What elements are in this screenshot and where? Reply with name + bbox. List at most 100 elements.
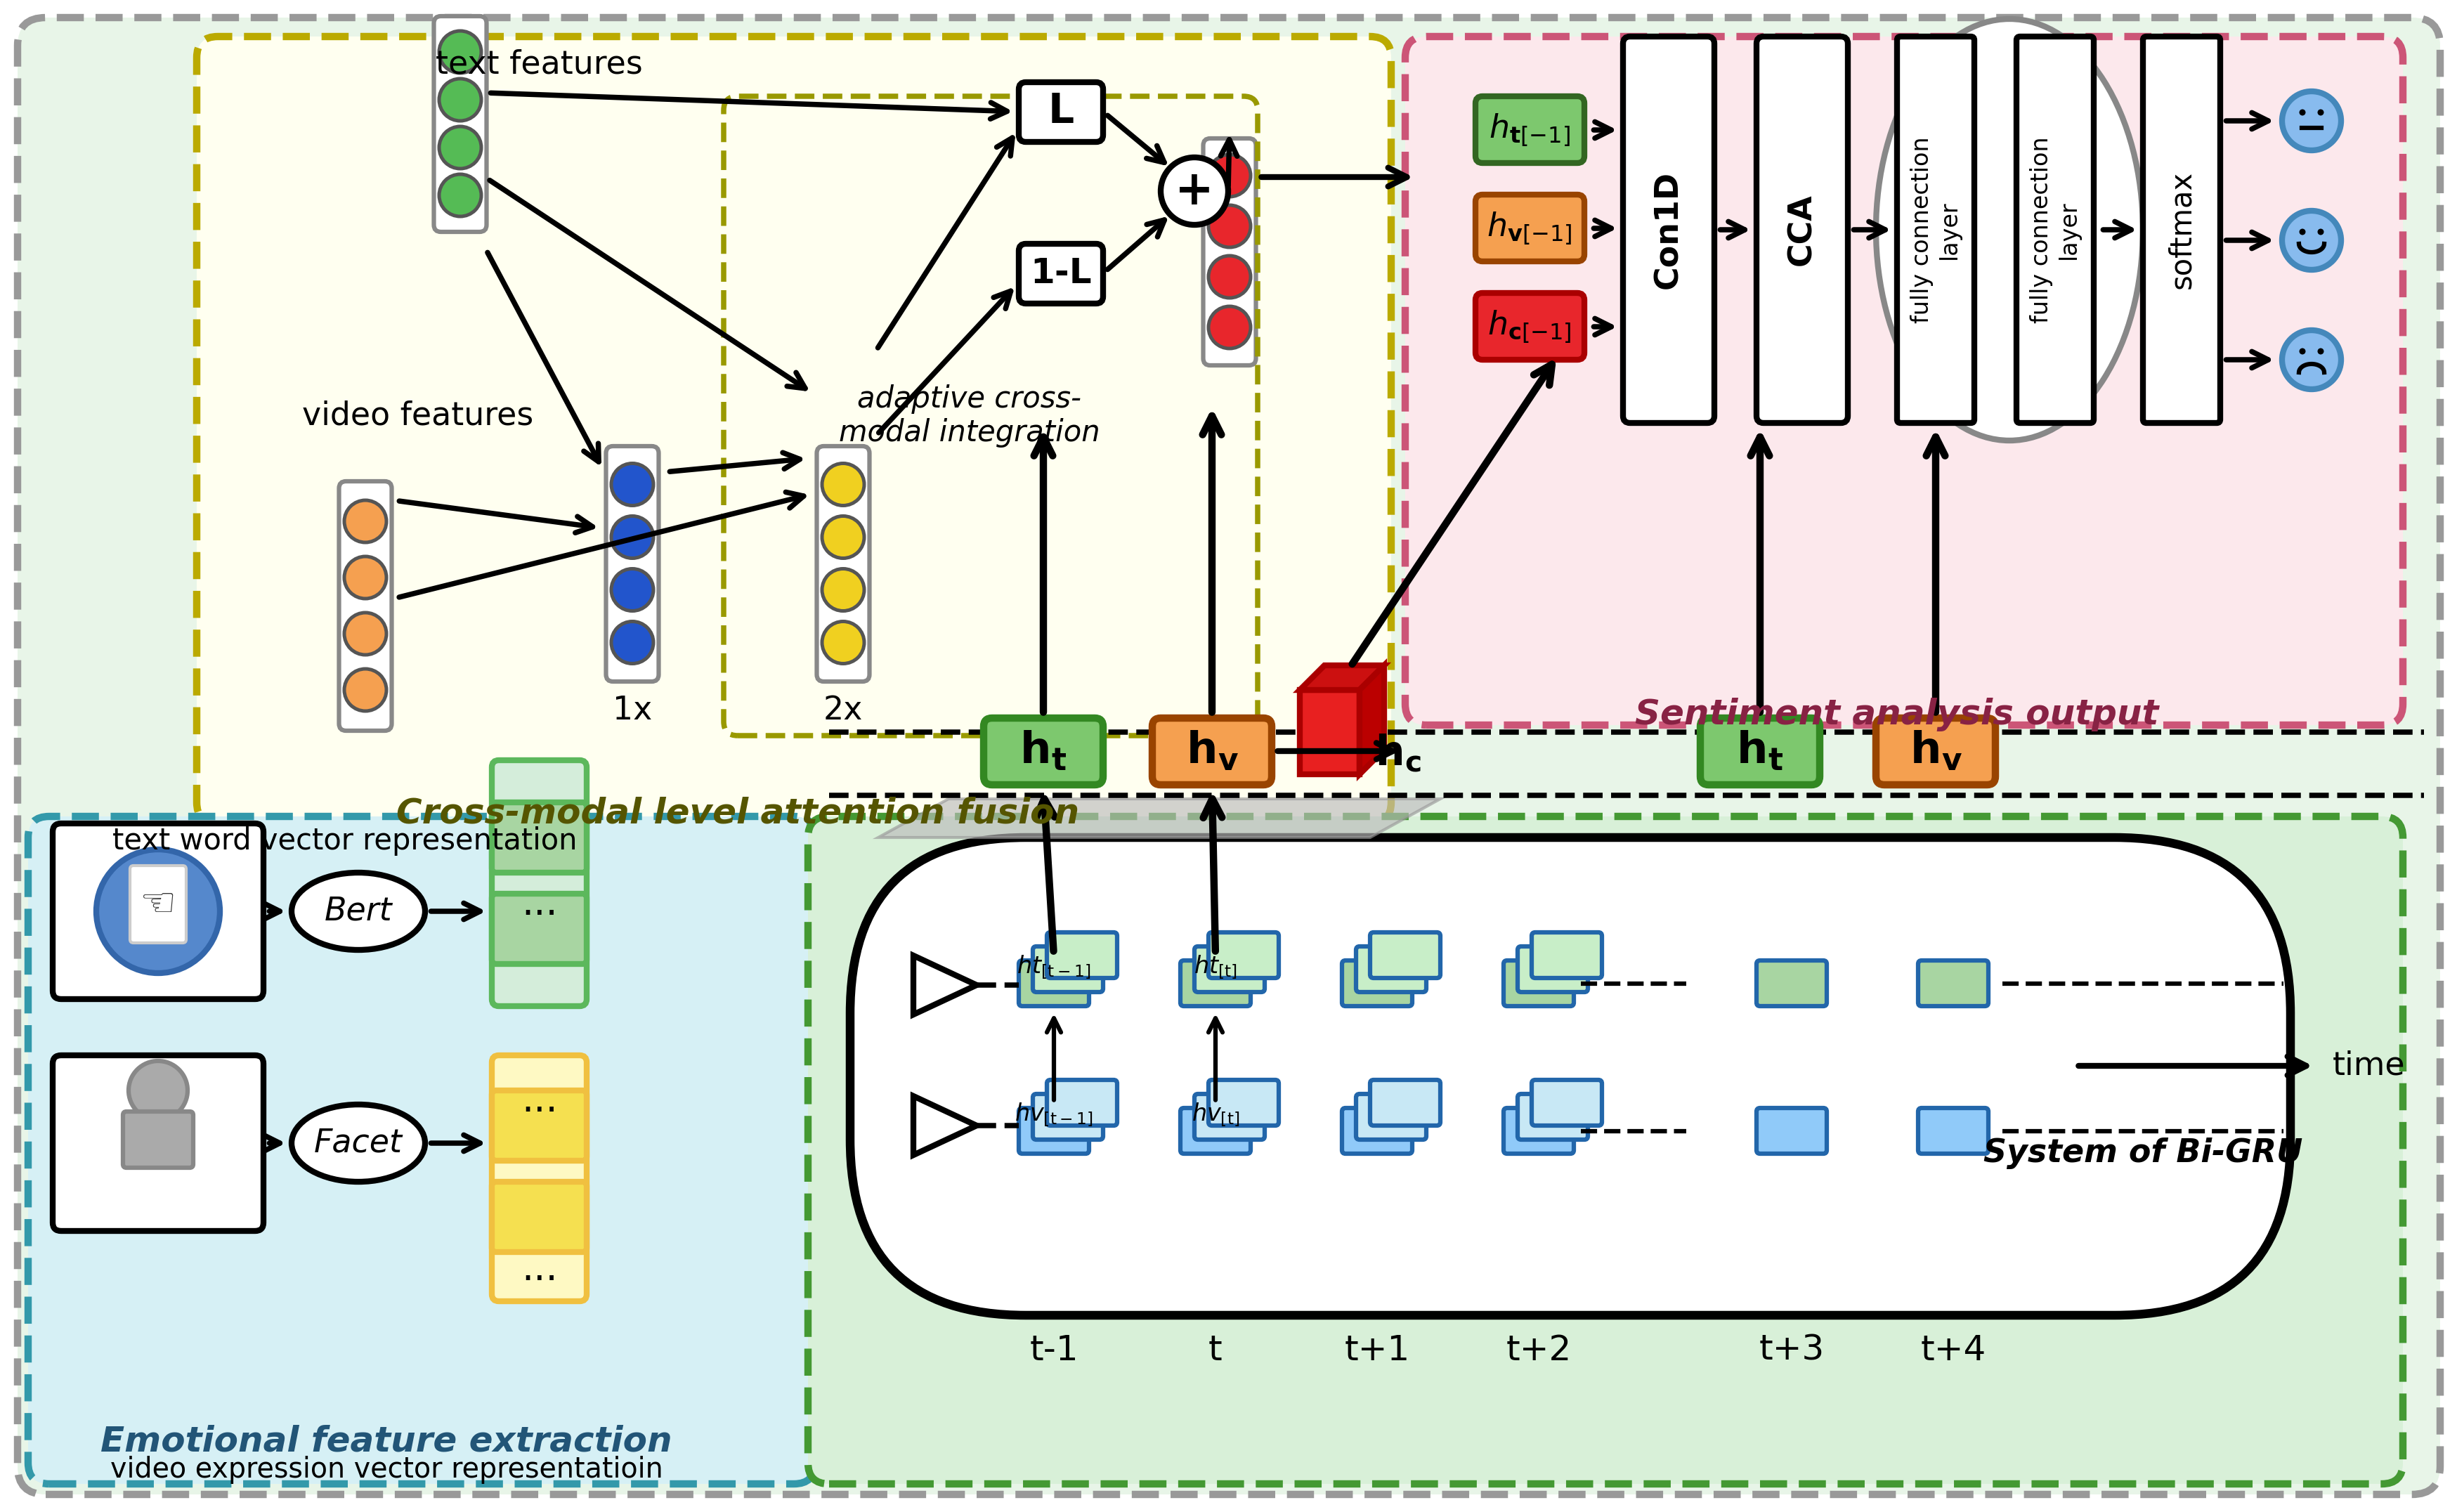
Circle shape bbox=[1209, 154, 1251, 197]
Circle shape bbox=[821, 463, 865, 505]
Text: ☜: ☜ bbox=[140, 885, 177, 924]
FancyBboxPatch shape bbox=[1194, 1095, 1265, 1140]
FancyBboxPatch shape bbox=[607, 446, 658, 682]
FancyBboxPatch shape bbox=[1020, 1108, 1088, 1154]
Text: text features: text features bbox=[435, 48, 644, 80]
Text: +: + bbox=[1174, 168, 1214, 215]
Text: ···: ··· bbox=[521, 897, 558, 933]
Circle shape bbox=[2300, 228, 2305, 234]
FancyBboxPatch shape bbox=[52, 1055, 263, 1231]
FancyBboxPatch shape bbox=[1504, 1108, 1572, 1154]
Text: $\mathbf{h_t}$: $\mathbf{h_t}$ bbox=[1737, 730, 1784, 773]
Circle shape bbox=[612, 463, 654, 505]
Text: t+3: t+3 bbox=[1759, 1334, 1823, 1367]
Circle shape bbox=[1209, 307, 1251, 348]
FancyBboxPatch shape bbox=[1032, 1095, 1103, 1140]
Text: Emotional feature extraction: Emotional feature extraction bbox=[101, 1424, 673, 1459]
Circle shape bbox=[344, 668, 386, 711]
FancyBboxPatch shape bbox=[491, 761, 587, 1005]
FancyBboxPatch shape bbox=[2015, 36, 2093, 423]
Text: t+2: t+2 bbox=[1506, 1334, 1570, 1367]
Circle shape bbox=[612, 516, 654, 558]
Text: ···: ··· bbox=[521, 1263, 558, 1299]
FancyBboxPatch shape bbox=[1405, 36, 2403, 726]
FancyBboxPatch shape bbox=[1875, 718, 1995, 785]
Text: Cross-modal level attention fusion: Cross-modal level attention fusion bbox=[396, 795, 1079, 830]
Text: $ht_{[\mathrm{t-1}]}$: $ht_{[\mathrm{t-1}]}$ bbox=[1017, 954, 1091, 981]
Circle shape bbox=[440, 79, 482, 121]
FancyBboxPatch shape bbox=[1020, 243, 1103, 304]
Text: CCA: CCA bbox=[1786, 194, 1818, 266]
Text: 1x: 1x bbox=[612, 696, 651, 727]
FancyBboxPatch shape bbox=[816, 446, 870, 682]
FancyBboxPatch shape bbox=[1047, 1080, 1118, 1125]
Circle shape bbox=[344, 500, 386, 543]
Text: fully connection
layer: fully connection layer bbox=[1909, 136, 1961, 324]
Circle shape bbox=[2283, 330, 2342, 389]
Text: 1-L: 1-L bbox=[1029, 257, 1091, 290]
Circle shape bbox=[2300, 348, 2305, 354]
FancyBboxPatch shape bbox=[1516, 1095, 1587, 1140]
FancyBboxPatch shape bbox=[983, 718, 1103, 785]
Text: ···: ··· bbox=[521, 1093, 558, 1129]
Text: Bert: Bert bbox=[324, 895, 393, 927]
FancyBboxPatch shape bbox=[1757, 1108, 1826, 1154]
Text: Sentiment analysis output: Sentiment analysis output bbox=[1634, 697, 2157, 732]
Circle shape bbox=[821, 621, 865, 664]
FancyBboxPatch shape bbox=[17, 18, 2440, 1494]
Circle shape bbox=[2317, 348, 2324, 354]
Text: 2x: 2x bbox=[823, 696, 862, 727]
Text: $\mathbf{h_c}$: $\mathbf{h_c}$ bbox=[1376, 732, 1420, 774]
Text: $\mathbf{h_v}$: $\mathbf{h_v}$ bbox=[1184, 730, 1238, 773]
FancyBboxPatch shape bbox=[1209, 1080, 1278, 1125]
Text: $hv_{[\mathrm{t-1}]}$: $hv_{[\mathrm{t-1}]}$ bbox=[1015, 1102, 1093, 1128]
Text: softmax: softmax bbox=[2167, 171, 2197, 289]
FancyBboxPatch shape bbox=[1916, 1108, 1988, 1154]
Polygon shape bbox=[914, 1096, 975, 1155]
Circle shape bbox=[2317, 109, 2324, 115]
Text: text word vector representation: text word vector representation bbox=[113, 826, 577, 856]
FancyBboxPatch shape bbox=[1531, 1080, 1602, 1125]
FancyBboxPatch shape bbox=[1356, 1095, 1425, 1140]
Circle shape bbox=[2283, 210, 2342, 269]
Ellipse shape bbox=[292, 872, 425, 950]
Text: $h_{\mathbf{t}[-1]}$: $h_{\mathbf{t}[-1]}$ bbox=[1489, 112, 1570, 148]
Text: $\mathbf{h_v}$: $\mathbf{h_v}$ bbox=[1909, 730, 1961, 773]
Text: $ht_{[\mathrm{t}]}$: $ht_{[\mathrm{t}]}$ bbox=[1194, 954, 1236, 981]
FancyBboxPatch shape bbox=[1179, 960, 1251, 1005]
Circle shape bbox=[612, 569, 654, 611]
FancyBboxPatch shape bbox=[130, 865, 187, 943]
Circle shape bbox=[440, 127, 482, 169]
FancyBboxPatch shape bbox=[1474, 97, 1585, 163]
Circle shape bbox=[612, 621, 654, 664]
FancyBboxPatch shape bbox=[1020, 960, 1088, 1005]
FancyBboxPatch shape bbox=[1369, 933, 1440, 978]
FancyBboxPatch shape bbox=[1342, 1108, 1413, 1154]
FancyBboxPatch shape bbox=[52, 824, 263, 999]
Text: $\mathbf{h_t}$: $\mathbf{h_t}$ bbox=[1020, 730, 1066, 773]
Polygon shape bbox=[877, 798, 1440, 838]
FancyBboxPatch shape bbox=[491, 1182, 587, 1252]
FancyBboxPatch shape bbox=[2143, 36, 2219, 423]
FancyBboxPatch shape bbox=[1032, 947, 1103, 992]
FancyBboxPatch shape bbox=[1356, 947, 1425, 992]
Text: t+1: t+1 bbox=[1344, 1334, 1410, 1367]
FancyBboxPatch shape bbox=[1194, 947, 1265, 992]
Text: video features: video features bbox=[302, 401, 533, 432]
Text: Con1D: Con1D bbox=[1654, 171, 1683, 289]
FancyBboxPatch shape bbox=[1209, 933, 1278, 978]
Circle shape bbox=[96, 850, 219, 974]
FancyBboxPatch shape bbox=[1757, 36, 1848, 423]
Circle shape bbox=[440, 30, 482, 73]
Text: $hv_{[\mathrm{t}]}$: $hv_{[\mathrm{t}]}$ bbox=[1192, 1102, 1238, 1128]
Circle shape bbox=[2283, 91, 2342, 150]
Text: time: time bbox=[2332, 1049, 2405, 1081]
FancyBboxPatch shape bbox=[491, 803, 587, 872]
FancyBboxPatch shape bbox=[808, 816, 2403, 1483]
Circle shape bbox=[1209, 256, 1251, 298]
FancyBboxPatch shape bbox=[1369, 1080, 1440, 1125]
FancyBboxPatch shape bbox=[1897, 36, 1973, 423]
FancyBboxPatch shape bbox=[1700, 718, 1818, 785]
FancyBboxPatch shape bbox=[1757, 960, 1826, 1005]
FancyBboxPatch shape bbox=[1020, 82, 1103, 142]
